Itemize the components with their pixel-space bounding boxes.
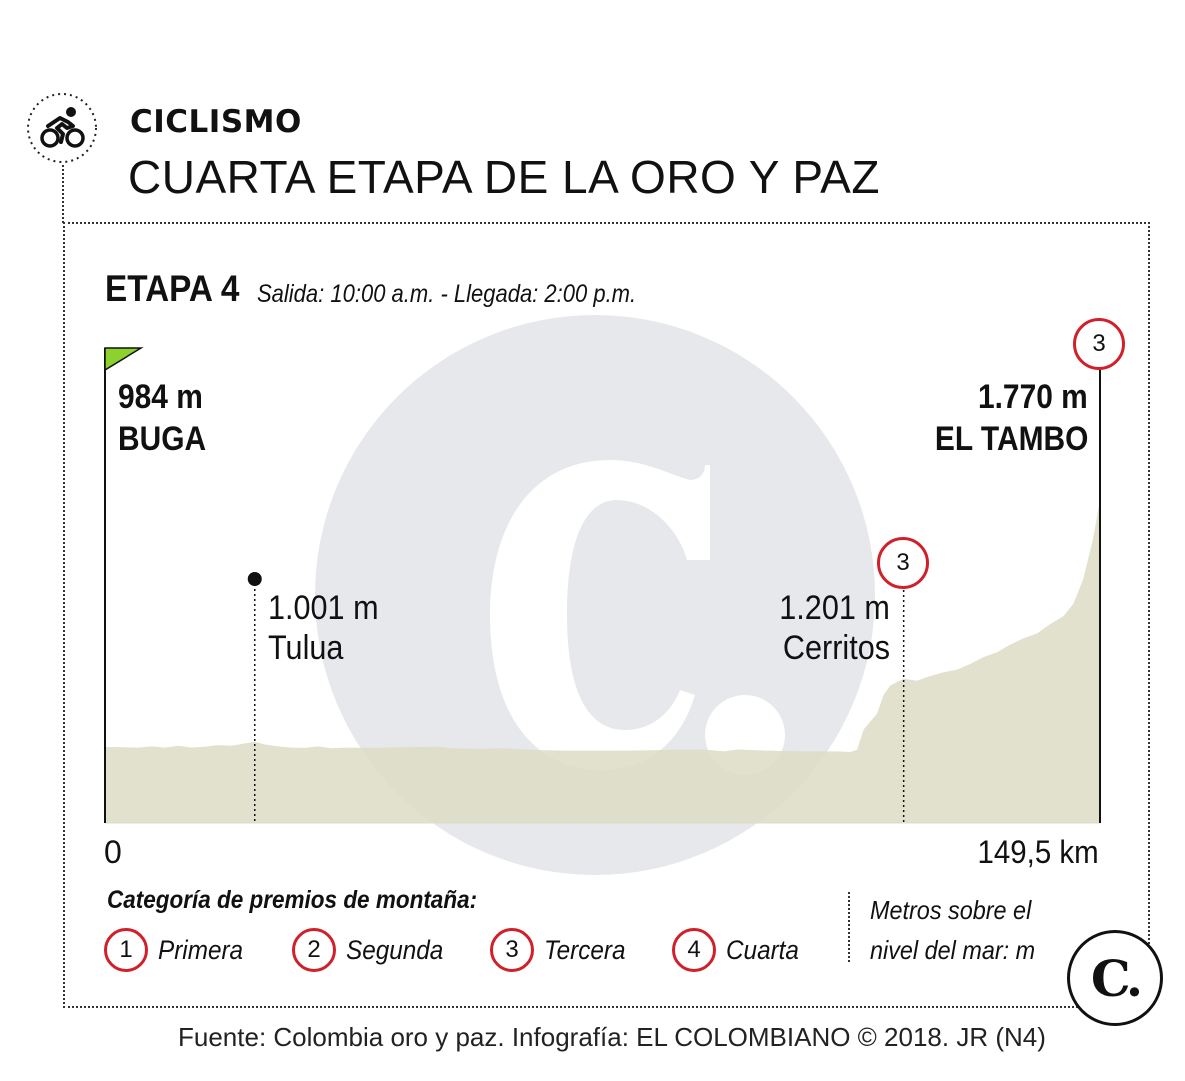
legend-circle: 3	[490, 928, 534, 972]
legend-label: Cuarta	[726, 934, 799, 965]
watermark-logo	[315, 315, 875, 875]
tulua-elevation-label: 1.001 m	[268, 589, 379, 627]
legend-circle: 2	[292, 928, 336, 972]
legend-item-segunda: 2 Segunda	[292, 928, 454, 972]
icon-connector-line	[62, 165, 64, 223]
start-elevation-label: 984 m	[118, 378, 203, 416]
stage-title: ETAPA 4	[105, 268, 240, 309]
legend-title: Categoría de premios de montaña:	[107, 886, 478, 914]
cerritos-category-badge: 3	[877, 537, 929, 589]
cerritos-town-label: Cerritos	[782, 629, 890, 667]
tulua-town-label: Tulua	[268, 629, 344, 667]
units-divider	[848, 892, 850, 962]
legend-label: Tercera	[544, 934, 626, 965]
headline: CUARTA ETAPA DE LA ORO Y PAZ	[128, 151, 880, 203]
legend-label: Segunda	[346, 934, 444, 965]
stage-times: Salida: 10:00 a.m. - Llegada: 2:00 p.m.	[257, 280, 637, 308]
tulua-marker-dot	[247, 572, 262, 586]
legend-circle: 1	[104, 928, 148, 972]
units-note: Metros sobre el nivel del mar: m	[870, 895, 1036, 965]
finish-town-label: EL TAMBO	[934, 420, 1088, 458]
section-icon-badge	[26, 92, 98, 164]
finish-elevation-label: 1.770 m	[978, 378, 1088, 416]
legend-item-tercera: 3 Tercera	[490, 928, 635, 972]
legend-item-cuarta: 4 Cuarta	[672, 928, 807, 972]
start-town-label: BUGA	[118, 420, 207, 458]
finish-category-badge: 3	[1073, 318, 1125, 370]
cyclist-icon	[27, 93, 97, 163]
x-axis-end-label: 149,5 km	[977, 834, 1099, 870]
elevation-area	[105, 500, 1100, 823]
legend-item-primera: 1 Primera	[104, 928, 253, 972]
start-flag-icon	[104, 347, 144, 372]
section-label: CICLISMO	[130, 104, 302, 140]
legend-circle: 4	[672, 928, 716, 972]
el-colombiano-logo: C.	[1067, 930, 1163, 1026]
chart-frame	[63, 222, 1150, 1008]
source-credit: Fuente: Colombia oro y paz. Infografía: …	[178, 1022, 1046, 1052]
logo-letter: C.	[1090, 948, 1143, 1008]
x-axis-start-label: 0	[104, 834, 122, 870]
cerritos-elevation-label: 1.201 m	[779, 589, 890, 627]
legend-label: Primera	[158, 934, 244, 965]
